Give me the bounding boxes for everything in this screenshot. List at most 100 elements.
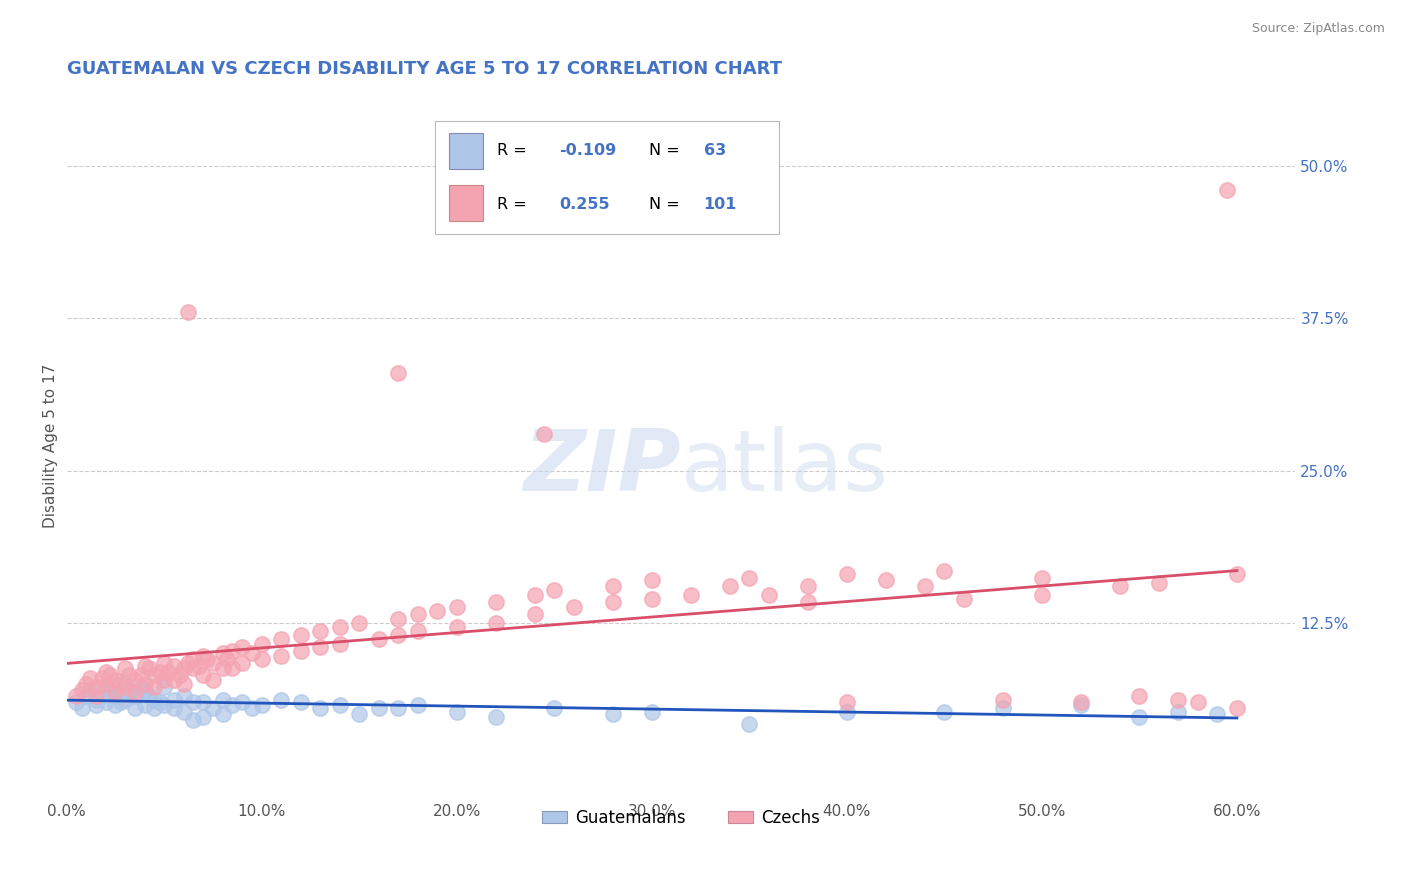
Point	[134, 682, 156, 697]
Point	[641, 591, 664, 606]
Point	[173, 661, 195, 675]
Point	[124, 685, 146, 699]
Point	[1167, 705, 1189, 719]
Point	[835, 567, 858, 582]
Point	[138, 689, 160, 703]
Point	[367, 701, 389, 715]
Point	[309, 701, 332, 715]
Point	[149, 665, 172, 679]
Point	[191, 648, 214, 663]
Point	[163, 692, 186, 706]
Point	[758, 588, 780, 602]
Point	[129, 681, 152, 695]
Point	[446, 705, 468, 719]
Point	[523, 607, 546, 622]
Point	[738, 571, 761, 585]
Point	[270, 632, 292, 646]
Point	[94, 695, 117, 709]
Point	[191, 668, 214, 682]
Point	[191, 695, 214, 709]
Text: ZIP: ZIP	[523, 426, 681, 509]
Y-axis label: Disability Age 5 to 17: Disability Age 5 to 17	[44, 364, 58, 528]
Point	[153, 656, 176, 670]
Point	[143, 692, 166, 706]
Point	[533, 427, 555, 442]
Point	[221, 644, 243, 658]
Point	[138, 661, 160, 675]
Point	[367, 632, 389, 646]
Point	[718, 579, 741, 593]
Point	[90, 671, 112, 685]
Point	[934, 705, 956, 719]
Point	[163, 701, 186, 715]
Point	[240, 646, 263, 660]
Point	[602, 595, 624, 609]
Point	[79, 682, 101, 697]
Point	[1206, 707, 1229, 722]
Point	[211, 692, 233, 706]
Point	[110, 677, 132, 691]
Point	[523, 588, 546, 602]
Point	[104, 685, 127, 699]
Point	[188, 658, 211, 673]
Point	[1226, 701, 1249, 715]
Point	[114, 677, 136, 691]
Point	[738, 717, 761, 731]
Point	[991, 701, 1014, 715]
Text: Source: ZipAtlas.com: Source: ZipAtlas.com	[1251, 22, 1385, 36]
Legend: Guatemalans, Czechs: Guatemalans, Czechs	[536, 802, 827, 834]
Point	[991, 692, 1014, 706]
Point	[1070, 695, 1092, 709]
Point	[104, 673, 127, 688]
Point	[835, 705, 858, 719]
Point	[1147, 575, 1170, 590]
Point	[173, 677, 195, 691]
Point	[149, 695, 172, 709]
Point	[153, 698, 176, 712]
Point	[387, 366, 409, 380]
Point	[75, 677, 97, 691]
Point	[387, 701, 409, 715]
Point	[309, 624, 332, 639]
Point	[84, 692, 107, 706]
Point	[641, 574, 664, 588]
Point	[914, 579, 936, 593]
Point	[134, 658, 156, 673]
Point	[114, 692, 136, 706]
Point	[163, 673, 186, 688]
Point	[1226, 567, 1249, 582]
Point	[79, 671, 101, 685]
Point	[250, 637, 273, 651]
Point	[191, 709, 214, 723]
Point	[118, 685, 141, 699]
Point	[114, 661, 136, 675]
Point	[290, 695, 312, 709]
Point	[104, 689, 127, 703]
Point	[797, 579, 820, 593]
Point	[1031, 588, 1053, 602]
Point	[290, 644, 312, 658]
Point	[485, 595, 508, 609]
Point	[602, 579, 624, 593]
Point	[201, 673, 224, 688]
Point	[124, 701, 146, 715]
Point	[173, 705, 195, 719]
Point	[143, 681, 166, 695]
Point	[250, 652, 273, 666]
Point	[543, 701, 565, 715]
Point	[110, 695, 132, 709]
Point	[270, 692, 292, 706]
Point	[169, 668, 191, 682]
Point	[231, 640, 253, 655]
Point	[953, 591, 976, 606]
Point	[221, 698, 243, 712]
Point	[562, 600, 585, 615]
Point	[84, 681, 107, 695]
Point	[290, 628, 312, 642]
Point	[679, 588, 702, 602]
Point	[543, 582, 565, 597]
Point	[211, 646, 233, 660]
Point	[221, 661, 243, 675]
Point	[75, 689, 97, 703]
Point	[134, 698, 156, 712]
